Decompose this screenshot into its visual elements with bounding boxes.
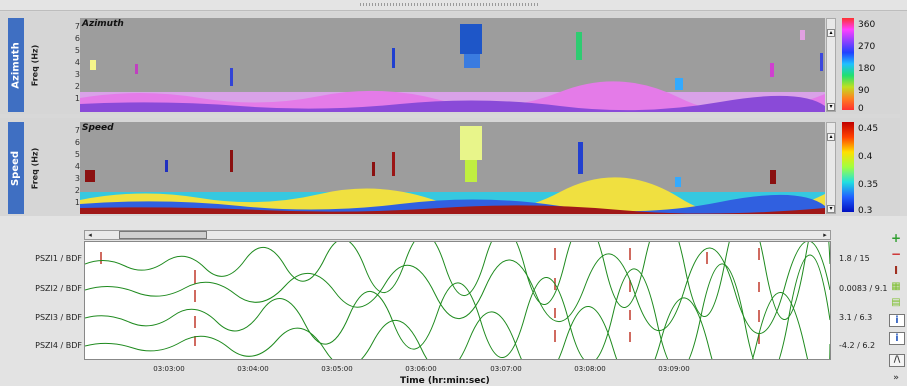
speed-colorbar [842, 122, 854, 212]
speed-y-ticks: 7 6 5 4 3 2 1 [50, 122, 80, 214]
y-tick: 5 [74, 150, 80, 159]
speed-scroll-up[interactable]: ▴ [827, 133, 835, 141]
trace-label: PSZI4 / BDF [35, 341, 82, 350]
y-tick: 7 [74, 22, 80, 31]
y-tick: 1 [74, 198, 80, 207]
x-tick: 03:07:00 [490, 365, 522, 373]
amplitude-label: 3.1 / 6.3 [839, 313, 873, 322]
grid-2-icon[interactable]: ▤ [891, 297, 901, 308]
x-axis-title: Time (hr:min:sec) [400, 376, 490, 386]
tab-azimuth-label: Azimuth [10, 41, 22, 89]
azimuth-scroll-down[interactable]: ▾ [827, 103, 835, 111]
tab-azimuth[interactable]: Azimuth [8, 18, 24, 112]
y-tick: 5 [74, 46, 80, 55]
azimuth-title: Azimuth [82, 19, 124, 29]
amplitude-label: 1.8 / 15 [839, 254, 870, 263]
colorbar-label: 360 [858, 20, 876, 30]
trace-area[interactable] [84, 202, 831, 386]
x-tick: 03:03:00 [153, 365, 185, 373]
colorbar-label: 270 [858, 42, 876, 52]
x-tick: 03:06:00 [405, 365, 437, 373]
splitter-grip[interactable] [360, 3, 540, 6]
speed-vscroll[interactable]: ▴ ▾ [826, 122, 836, 214]
speed-freq-label: Freq (Hz) [24, 122, 46, 214]
y-tick: 4 [74, 162, 80, 171]
x-tick: 03:04:00 [237, 365, 269, 373]
zoom-out-icon[interactable]: − [890, 247, 902, 261]
colorbar-label: 90 [858, 86, 870, 96]
azimuth-spectrogram-plot [80, 24, 825, 112]
speed-colorbar-labels: 0.45 0.4 0.35 0.3 [858, 122, 898, 216]
colorbar-label: 0.4 [858, 152, 873, 162]
azimuth-vscroll[interactable]: ▴ ▾ [826, 18, 836, 112]
x-tick: 03:08:00 [574, 365, 606, 373]
azimuth-y-ticks: 7 6 5 4 3 2 1 [50, 18, 80, 112]
arrival-markers [100, 248, 760, 346]
top-splitter[interactable] [0, 0, 907, 11]
grid-4-icon[interactable]: ▦ [891, 281, 901, 292]
fit-amplitude-icon[interactable]: I [893, 264, 899, 277]
tab-speed[interactable]: Speed [8, 122, 24, 214]
azimuth-freq-label: Freq (Hz) [24, 18, 46, 112]
azimuth-scroll-up[interactable]: ▴ [827, 29, 835, 37]
y-tick: 2 [74, 186, 80, 195]
y-tick: 4 [74, 58, 80, 67]
speed-spectrogram[interactable]: Speed [80, 122, 825, 214]
x-tick: 03:09:00 [658, 365, 690, 373]
colorbar-label: 0.35 [858, 180, 879, 190]
x-tick: 03:05:00 [321, 365, 353, 373]
filter-icon[interactable]: /\ [889, 354, 905, 367]
trace-label: PSZI2 / BDF [35, 284, 82, 293]
y-tick: 2 [74, 82, 80, 91]
amplitude-label: -4.2 / 6.2 [839, 341, 876, 350]
y-tick: 1 [74, 94, 80, 103]
chevron-down-icon[interactable]: » [893, 373, 899, 383]
azimuth-colorbar-labels: 360 270 180 90 0 [858, 18, 898, 114]
speed-title: Speed [82, 123, 114, 133]
y-tick: 6 [74, 34, 80, 43]
speed-freq-text: Freq (Hz) [30, 147, 40, 189]
speed-panel: Speed Freq (Hz) 7 6 5 4 3 2 1 Speed ▴ [0, 118, 900, 216]
time-hscroll-thumb[interactable] [119, 231, 207, 239]
info-alt-icon[interactable]: i [889, 332, 905, 345]
y-tick: 3 [74, 70, 80, 79]
amplitude-label: 0.0083 / 9.1 [839, 284, 888, 293]
trace-label: PSZI3 / BDF [35, 313, 82, 322]
colorbar-label: 0.3 [858, 206, 873, 216]
trace-plot [84, 202, 831, 386]
azimuth-freq-text: Freq (Hz) [30, 44, 40, 86]
y-tick: 7 [74, 126, 80, 135]
colorbar-label: 0 [858, 104, 864, 114]
info-icon[interactable]: i [889, 314, 905, 327]
speed-spectrogram-plot [80, 126, 825, 214]
zoom-in-icon[interactable]: + [890, 231, 902, 245]
waveforms [84, 202, 831, 386]
trace-label: PSZI1 / BDF [35, 254, 82, 263]
speed-scroll-down[interactable]: ▾ [827, 205, 835, 213]
y-tick: 6 [74, 138, 80, 147]
y-tick: 3 [74, 174, 80, 183]
azimuth-panel: Azimuth Freq (Hz) 7 6 5 4 3 2 1 Azimuth [0, 12, 900, 114]
time-hscroll[interactable]: ◂ ▸ [84, 230, 831, 240]
tab-speed-label: Speed [10, 150, 22, 186]
scroll-right-arrow[interactable]: ▸ [823, 231, 827, 239]
colorbar-label: 180 [858, 64, 876, 74]
colorbar-label: 0.45 [858, 124, 879, 134]
azimuth-spectrogram[interactable]: Azimuth [80, 18, 825, 112]
scroll-left-arrow[interactable]: ◂ [88, 231, 92, 239]
azimuth-colorbar [842, 18, 854, 110]
